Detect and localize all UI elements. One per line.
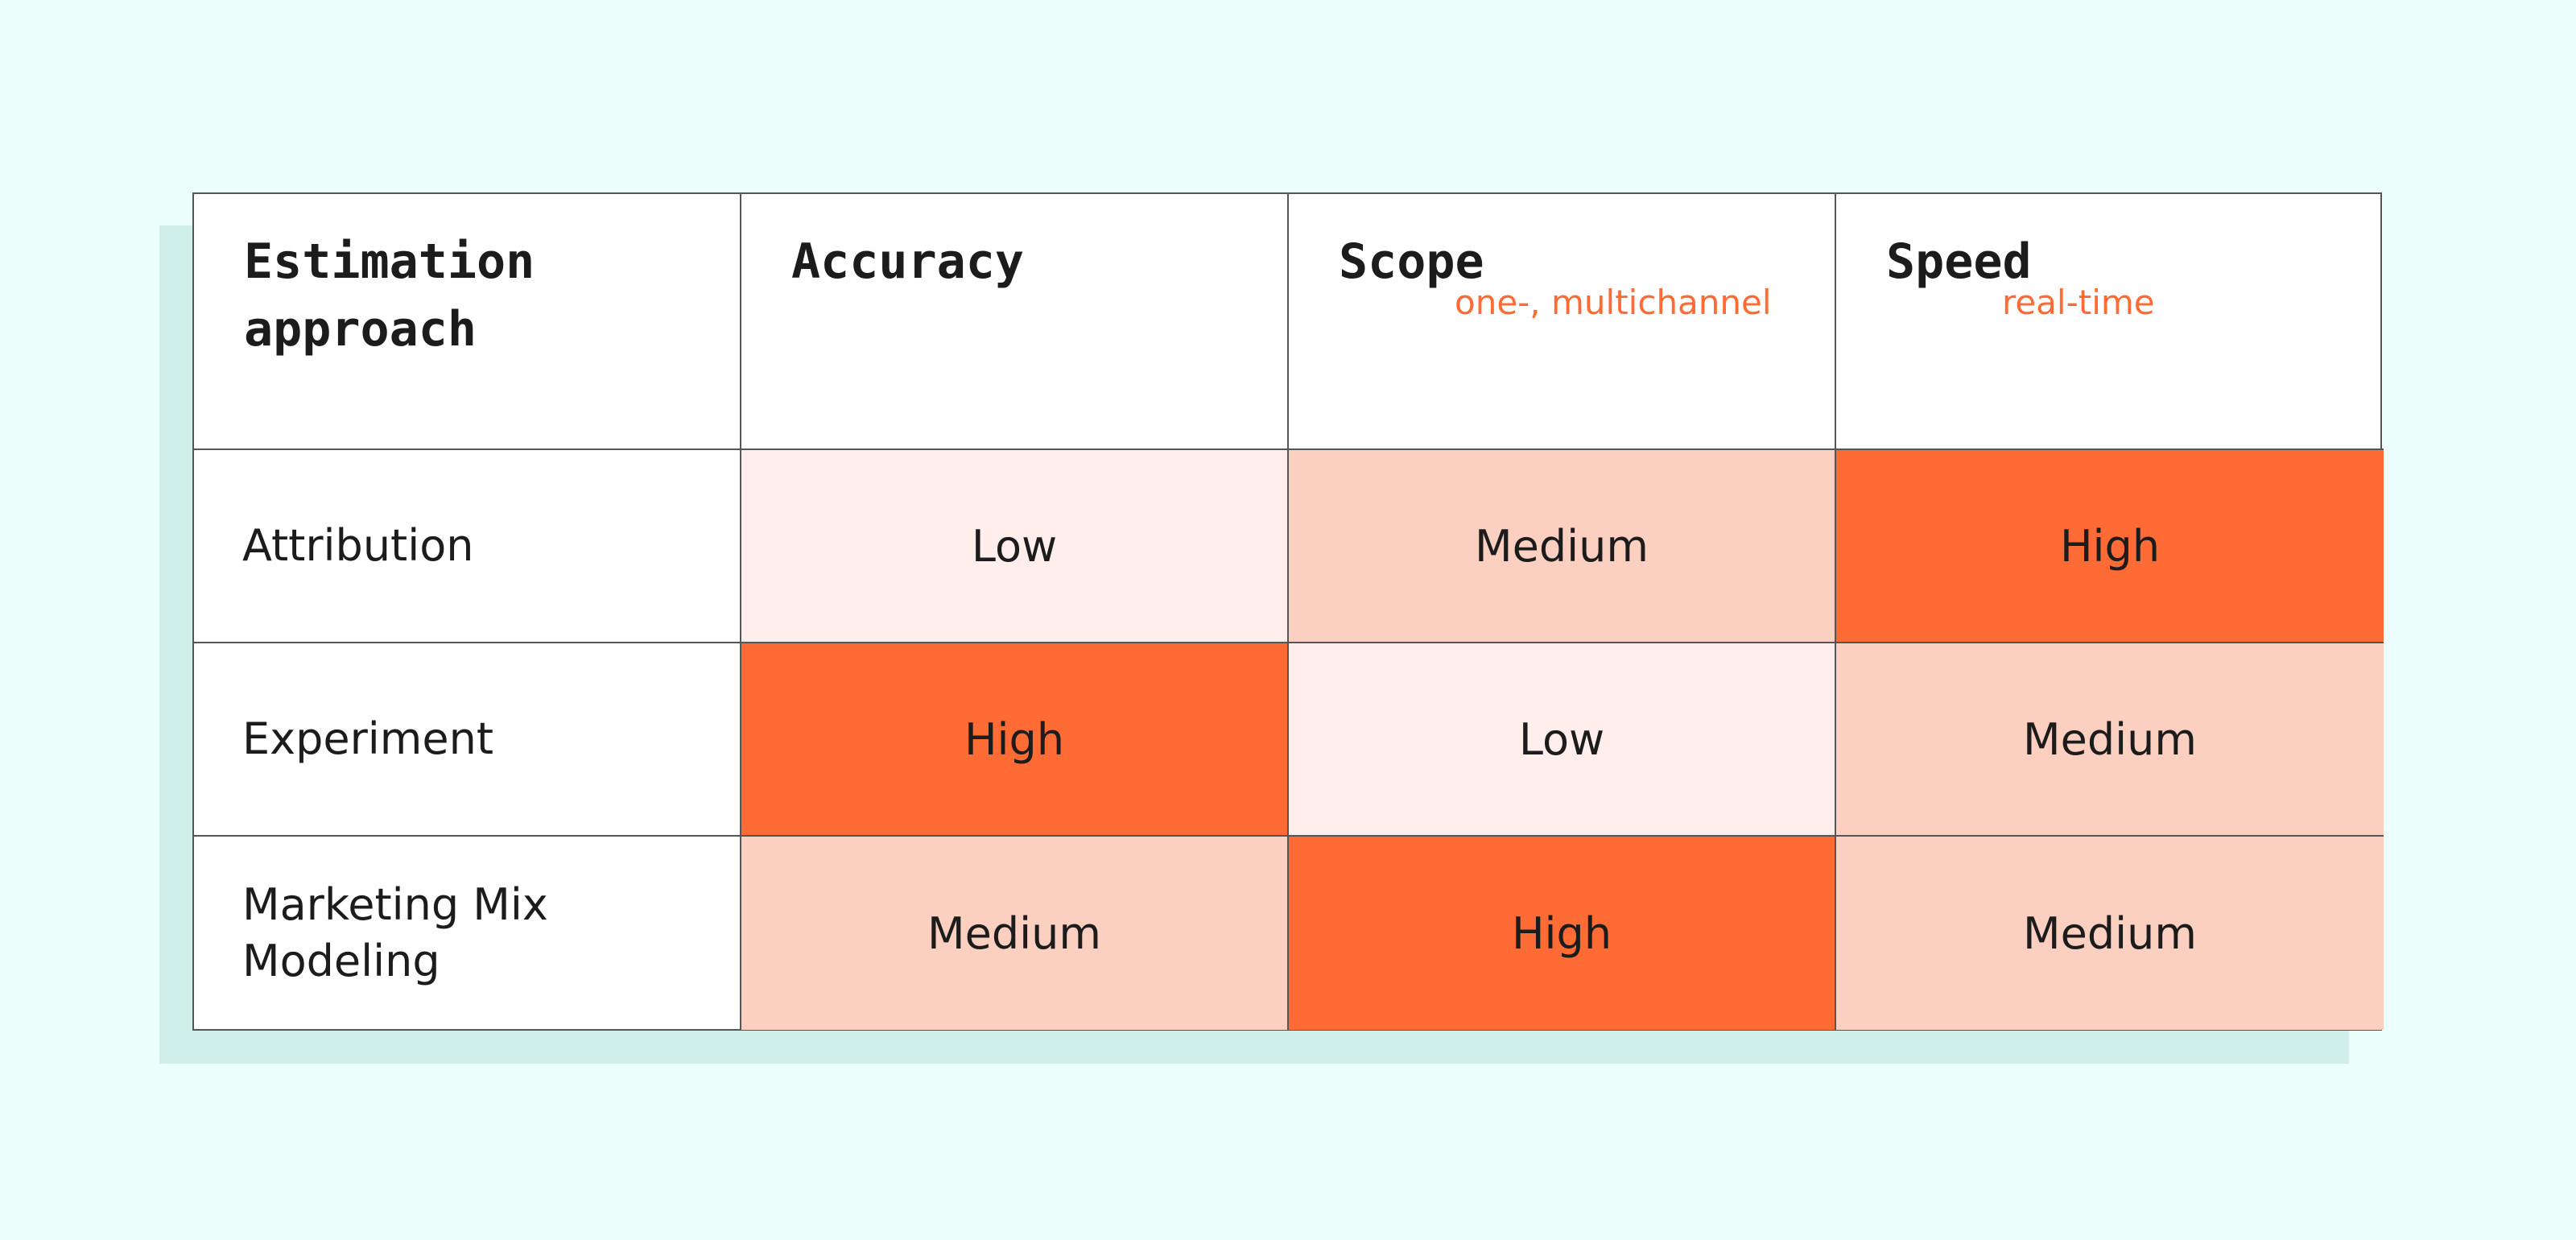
header-note: real-time [2002, 283, 2155, 322]
header-cell: Accuracy [741, 194, 1289, 450]
level-cell: Medium [1289, 450, 1836, 643]
row-label: Marketing Mix Modeling [242, 879, 548, 986]
header-cell: Speed real-time [1836, 194, 2384, 450]
header-cell: Estimation approach [194, 194, 741, 450]
header-note: one-, multichannel [1455, 283, 1772, 322]
header-text: Accuracy [791, 234, 1024, 290]
level-cell: Medium [1836, 643, 2384, 837]
row-label: Attribution [242, 520, 474, 571]
row-label-cell: Experiment [194, 643, 741, 837]
level-text: High [964, 713, 1065, 765]
header-cell: Scope one-, multichannel [1289, 194, 1836, 450]
level-text: Low [971, 520, 1058, 572]
level-text: Medium [2023, 907, 2197, 959]
level-cell: Medium [1836, 837, 2384, 1030]
comparison-table: Estimation approach Accuracy Scope one-, mu… [192, 192, 2384, 1031]
row-label-cell: Marketing Mix Modeling [194, 837, 741, 1030]
level-cell: High [1289, 837, 1836, 1030]
level-cell: Low [741, 450, 1289, 643]
level-cell: Low [1289, 643, 1836, 837]
level-cell: Medium [741, 837, 1289, 1030]
level-text: Medium [1475, 520, 1649, 572]
header-text: Scope [1339, 234, 1484, 290]
header-text: Estimation approach [244, 234, 535, 358]
level-cell: High [1836, 450, 2384, 643]
level-text: Medium [927, 907, 1101, 959]
row-label-cell: Attribution [194, 450, 741, 643]
header-text: Speed [1886, 234, 2032, 290]
level-text: High [2059, 520, 2161, 572]
level-cell: High [741, 643, 1289, 837]
row-label: Experiment [242, 713, 494, 764]
level-text: Medium [2023, 713, 2197, 765]
level-text: High [1511, 907, 1612, 959]
level-text: Low [1518, 713, 1605, 765]
